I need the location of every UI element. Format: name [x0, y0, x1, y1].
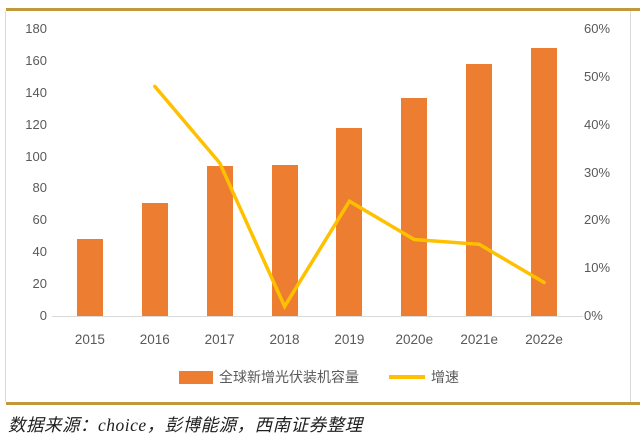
bar-2020e: [401, 97, 428, 316]
legend-item-capacity: 全球新增光伏装机容量: [179, 367, 359, 387]
bar-2022e: [531, 48, 558, 316]
bar-2019: [336, 127, 363, 316]
bar-2018: [271, 164, 298, 316]
y-axis-right-tick: 60%: [584, 21, 611, 36]
x-axis-label-2020e: 2020e: [395, 332, 434, 347]
y-axis-right-tick: 30%: [584, 164, 611, 180]
bottom-gold-rule: [6, 402, 640, 405]
y-axis-left-tick: 140: [25, 84, 47, 100]
bar-series-swatch: [179, 370, 213, 384]
bar-2021e: [466, 64, 493, 316]
legend: 全球新增光伏装机容量 增速: [6, 367, 632, 387]
y-axis-left-tick: 160: [25, 52, 47, 68]
source-note: 数据来源：choice，彭博能源，西南证券整理: [8, 415, 363, 435]
legend-label-growth: 增速: [431, 369, 459, 385]
top-gold-rule: [6, 8, 640, 11]
y-axis-right-tick: 20%: [584, 212, 611, 228]
y-axis-left-tick: 180: [25, 21, 47, 36]
y-axis-left-tick: 80: [32, 180, 47, 196]
x-axis-label-2018: 2018: [269, 332, 300, 347]
line-series-swatch: [389, 375, 425, 379]
x-axis-label-2017: 2017: [204, 332, 235, 347]
x-axis-label-2021e: 2021e: [460, 332, 498, 347]
x-axis-label-2016: 2016: [139, 332, 170, 347]
y-axis-left-tick: 100: [25, 148, 47, 164]
x-axis-line: [52, 316, 583, 317]
x-axis-label-2015: 2015: [74, 332, 105, 347]
y-axis-right-tick: 0%: [584, 308, 603, 323]
legend-label-capacity: 全球新增光伏装机容量: [219, 369, 359, 385]
legend-item-growth: 增速: [389, 367, 459, 387]
y-axis-right-tick: 10%: [584, 260, 611, 276]
y-axis-right-tick: 40%: [584, 116, 611, 132]
y-axis-left-tick: 40: [32, 244, 47, 260]
x-axis-label-2022e: 2022e: [525, 332, 563, 347]
y-axis-left-tick: 120: [25, 116, 47, 132]
bar-2016: [141, 202, 168, 316]
chart-area: 0 20 40 60 80 100 120 140 160 180 0% 10% 20% 30% 40% 5…: [5, 11, 631, 402]
y-axis-right-tick: 50%: [584, 68, 611, 84]
bar-2017: [206, 166, 233, 316]
y-axis-left-tick: 60: [32, 212, 47, 228]
y-axis-left-tick: 20: [32, 276, 47, 292]
y-axis-left-tick: 0: [39, 308, 47, 323]
bar-2015: [76, 239, 103, 316]
x-axis-label-2019: 2019: [334, 332, 365, 347]
